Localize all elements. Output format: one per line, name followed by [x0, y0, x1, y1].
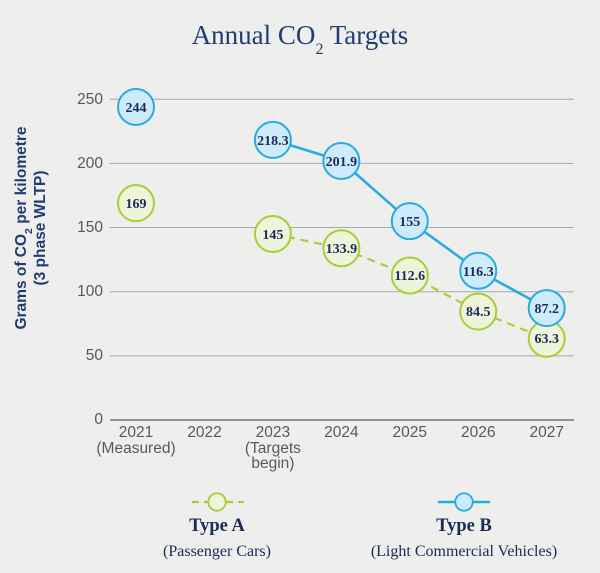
- svg-text:155: 155: [399, 215, 420, 230]
- svg-text:(3 phase WLTP): (3 phase WLTP): [32, 170, 49, 285]
- svg-text:2027: 2027: [529, 424, 563, 441]
- svg-text:201.9: 201.9: [326, 155, 358, 170]
- svg-text:150: 150: [77, 219, 103, 236]
- svg-text:Type A: Type A: [189, 516, 245, 536]
- svg-text:250: 250: [77, 91, 103, 108]
- svg-text:(Measured): (Measured): [96, 440, 175, 457]
- svg-text:(Passenger Cars): (Passenger Cars): [163, 543, 271, 560]
- svg-text:0: 0: [94, 411, 103, 428]
- svg-text:begin): begin): [251, 455, 294, 472]
- svg-text:100: 100: [77, 283, 103, 300]
- svg-text:244: 244: [126, 101, 147, 116]
- svg-text:50: 50: [86, 347, 104, 364]
- svg-text:145: 145: [262, 228, 283, 243]
- svg-text:Type B: Type B: [436, 516, 492, 536]
- svg-text:87.2: 87.2: [534, 302, 559, 317]
- svg-text:2025: 2025: [393, 424, 427, 441]
- svg-text:112.6: 112.6: [394, 269, 425, 284]
- svg-text:169: 169: [126, 197, 147, 212]
- svg-text:200: 200: [77, 155, 103, 172]
- svg-text:218.3: 218.3: [257, 134, 289, 149]
- svg-text:63.3: 63.3: [534, 332, 559, 347]
- svg-text:84.5: 84.5: [466, 305, 491, 320]
- svg-text:133.9: 133.9: [326, 242, 358, 257]
- svg-text:2023: 2023: [256, 424, 290, 441]
- svg-text:2024: 2024: [324, 424, 359, 441]
- svg-text:2021: 2021: [119, 424, 153, 441]
- svg-text:2022: 2022: [187, 424, 221, 441]
- svg-text:2026: 2026: [461, 424, 495, 441]
- svg-text:(Light Commercial Vehicles): (Light Commercial Vehicles): [371, 543, 557, 560]
- svg-text:116.3: 116.3: [463, 265, 494, 280]
